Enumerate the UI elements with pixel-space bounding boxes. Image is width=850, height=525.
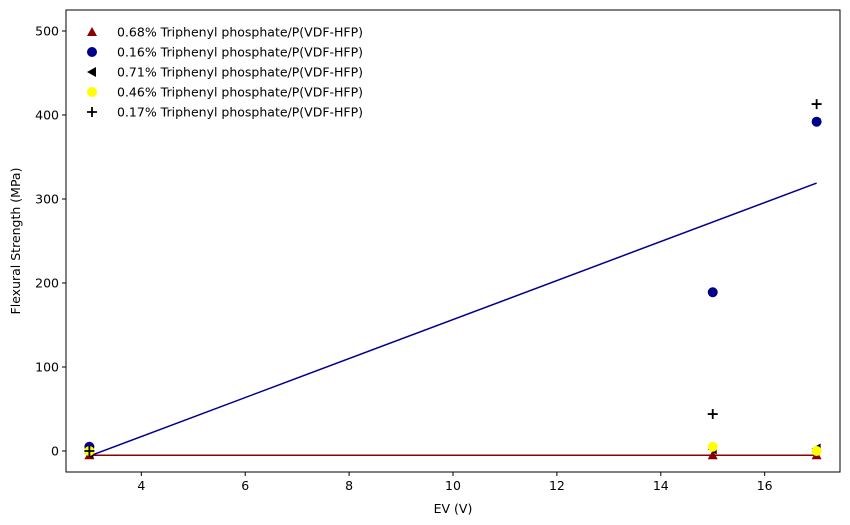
data-point (707, 450, 718, 460)
x-tick-label: 6 (241, 478, 249, 493)
x-tick-label: 14 (653, 478, 669, 493)
x-tick-label: 10 (445, 478, 461, 493)
fit-line (89, 182, 817, 457)
y-tick-label: 300 (35, 192, 59, 207)
legend-marker (87, 67, 96, 77)
y-tick-label: 200 (35, 276, 59, 291)
x-tick-label: 4 (137, 478, 145, 493)
y-tick-label: 100 (35, 360, 59, 375)
legend-label: 0.68% Triphenyl phosphate/P(VDF-HFP) (117, 25, 363, 40)
legend-marker (87, 47, 97, 57)
x-tick-label: 16 (757, 478, 773, 493)
legend-label: 0.71% Triphenyl phosphate/P(VDF-HFP) (117, 65, 363, 80)
legend-label: 0.46% Triphenyl phosphate/P(VDF-HFP) (117, 85, 363, 100)
x-tick-label: 8 (345, 478, 353, 493)
y-tick-label: 0 (51, 444, 59, 459)
y-axis-label: Flexural Strength (MPa) (8, 168, 23, 315)
data-point (811, 446, 822, 456)
data-point (811, 99, 822, 110)
legend-label: 0.16% Triphenyl phosphate/P(VDF-HFP) (117, 45, 363, 60)
data-point (707, 409, 718, 420)
data-point (84, 446, 95, 456)
data-point (707, 441, 718, 452)
fit-lines (89, 182, 817, 457)
x-tick-label: 12 (549, 478, 565, 493)
legend-marker (87, 87, 97, 97)
legend-label: 0.17% Triphenyl phosphate/P(VDF-HFP) (117, 105, 363, 120)
y-tick-label: 400 (35, 108, 59, 123)
data-point (811, 116, 822, 127)
data-points (84, 99, 822, 460)
legend-marker (87, 27, 97, 36)
y-axis-ticks: 0 100 200 300 400 500 (35, 24, 66, 459)
legend-marker (87, 107, 97, 117)
x-axis-label: EV (V) (434, 501, 473, 516)
legend: 0.68% Triphenyl phosphate/P(VDF-HFP) 0.16… (87, 25, 363, 120)
data-point (707, 287, 718, 298)
y-tick-label: 500 (35, 24, 59, 39)
x-axis-ticks: 4 6 8 10 12 14 16 (137, 472, 773, 493)
